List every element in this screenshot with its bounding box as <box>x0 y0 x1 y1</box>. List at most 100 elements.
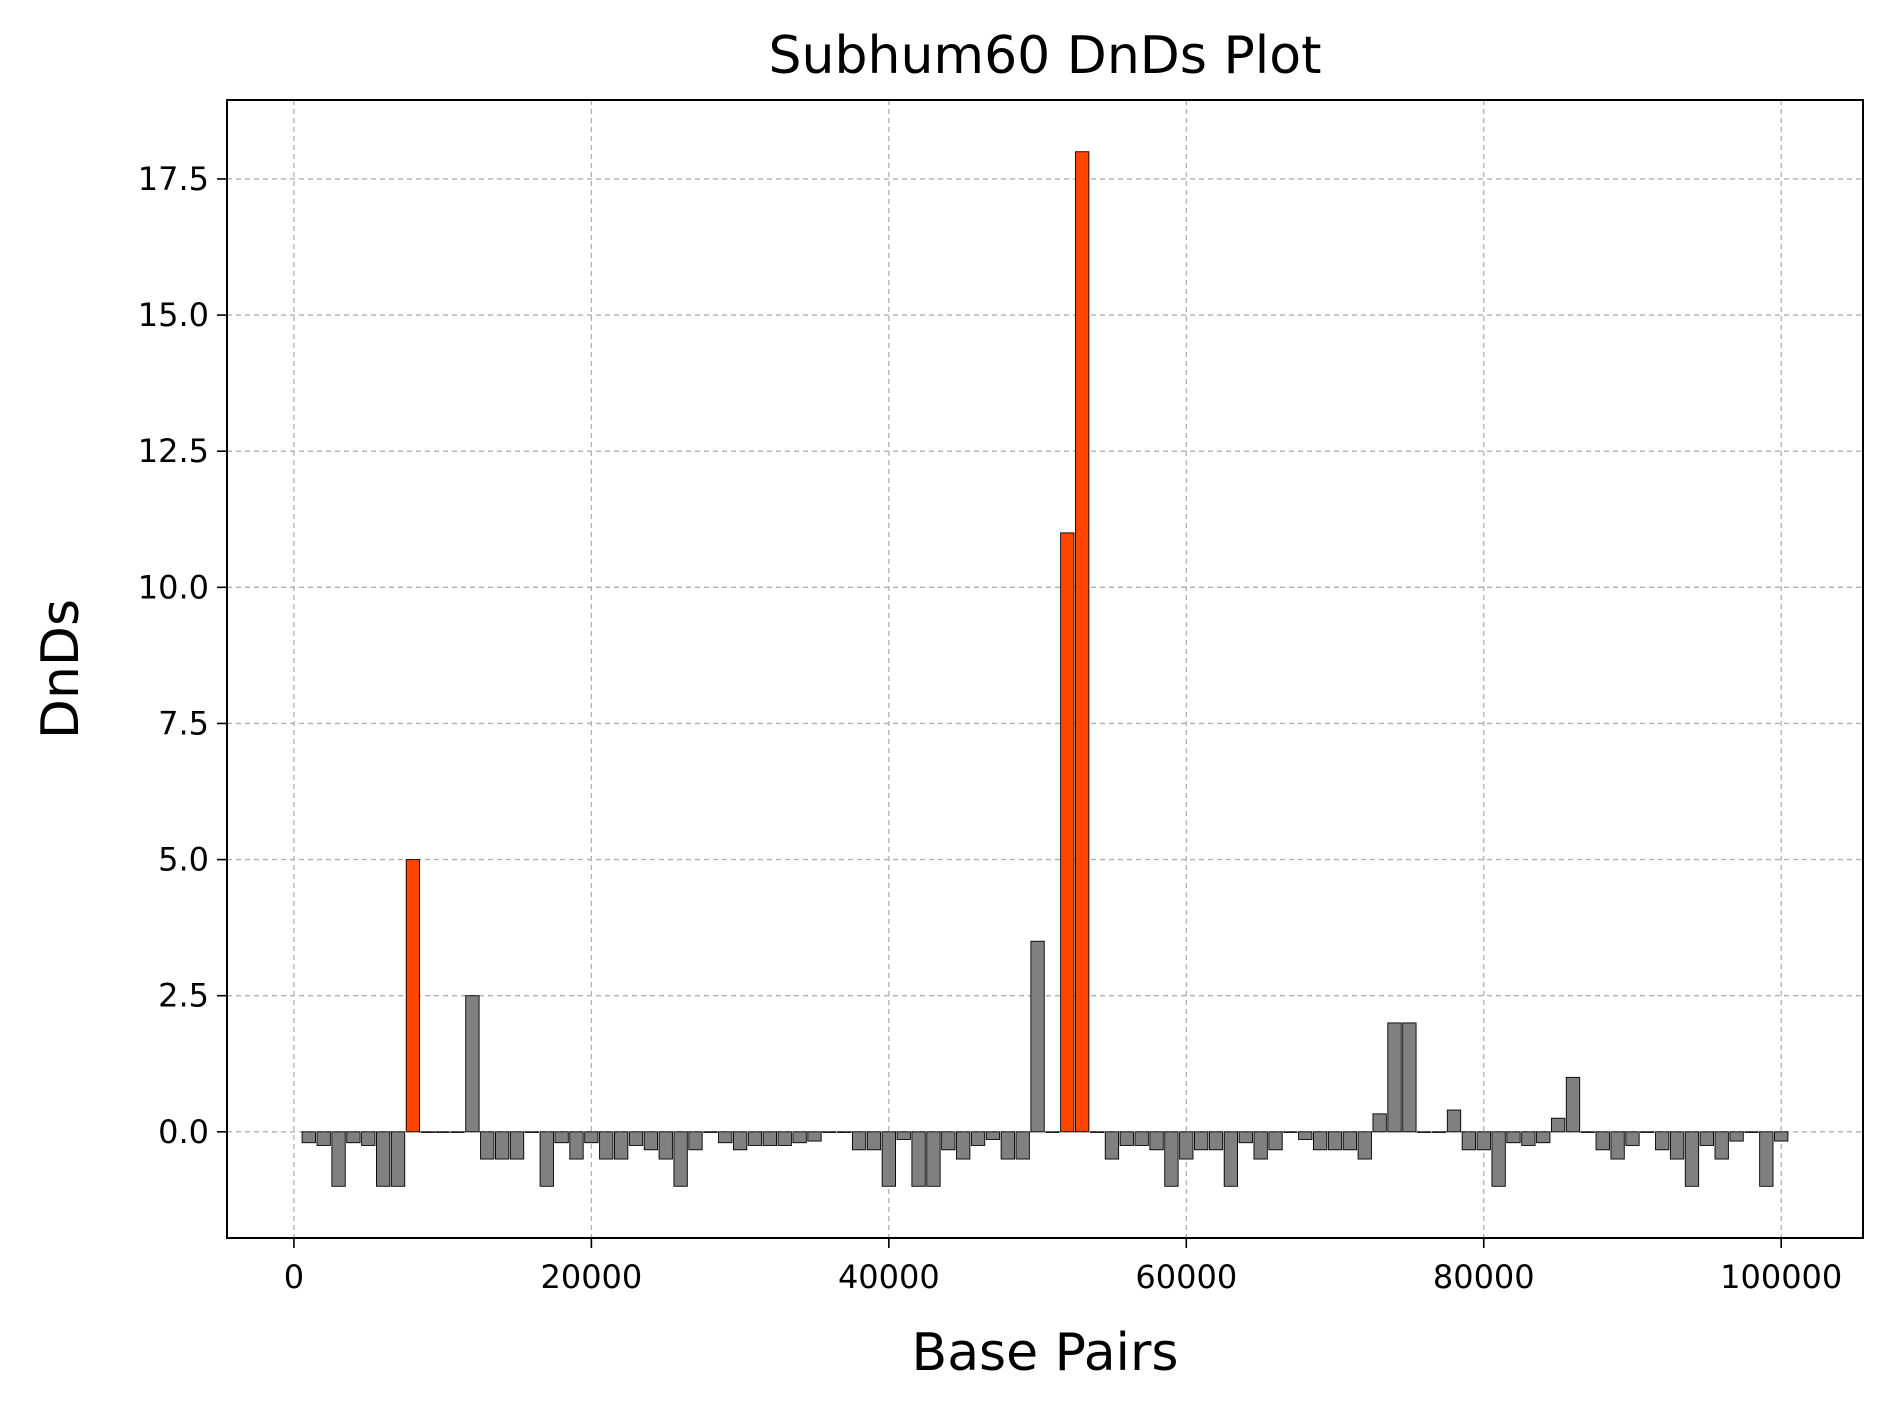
bar-2000 <box>316 1131 331 1146</box>
bar-1000 <box>301 1131 316 1144</box>
bar-98000 <box>1744 1131 1759 1133</box>
bars <box>301 151 1789 1187</box>
bar-72000 <box>1357 1131 1372 1160</box>
bar-68000 <box>1298 1131 1313 1140</box>
bar-53000 <box>1075 151 1090 1133</box>
x-axis-label: Base Pairs <box>912 1323 1179 1383</box>
bar-42000 <box>911 1131 926 1187</box>
y-tick-label: 5.0 <box>158 841 209 879</box>
bar-29000 <box>718 1131 733 1144</box>
bar-40000 <box>881 1131 896 1187</box>
bar-100000 <box>1774 1131 1789 1142</box>
bar-12000 <box>465 995 480 1133</box>
bar-9000 <box>420 1131 435 1133</box>
bar-99000 <box>1759 1131 1774 1187</box>
bar-34000 <box>792 1131 807 1144</box>
bar-67000 <box>1283 1131 1298 1133</box>
bar-89000 <box>1610 1131 1625 1160</box>
x-axis-ticks: 0 20000 40000 60000 80000 100000 <box>284 1238 1842 1296</box>
bar-76000 <box>1417 1131 1432 1133</box>
bar-13000 <box>480 1131 495 1160</box>
bar-4000 <box>346 1131 361 1144</box>
x-tick-label: 20000 <box>540 1258 642 1296</box>
bar-20000 <box>584 1131 599 1144</box>
bar-65000 <box>1253 1131 1268 1160</box>
bar-80000 <box>1476 1131 1491 1151</box>
bar-3000 <box>331 1131 346 1187</box>
x-tick-label: 100000 <box>1720 1258 1842 1296</box>
bar-18000 <box>554 1131 569 1144</box>
bar-43000 <box>926 1131 941 1187</box>
bar-97000 <box>1729 1131 1744 1142</box>
bar-78000 <box>1446 1109 1462 1133</box>
bar-39000 <box>866 1131 882 1151</box>
bar-54000 <box>1089 1131 1105 1133</box>
bar-71000 <box>1342 1131 1358 1151</box>
y-tick-label: 15.0 <box>138 296 209 334</box>
bar-75000 <box>1402 1022 1417 1133</box>
bar-41000 <box>896 1131 911 1140</box>
bar-23000 <box>628 1131 644 1146</box>
x-tick-label: 80000 <box>1433 1258 1535 1296</box>
bar-50000 <box>1030 940 1045 1133</box>
plot-frame <box>226 99 1864 1239</box>
bar-85000 <box>1550 1117 1566 1133</box>
bar-36000 <box>822 1131 837 1133</box>
bar-5000 <box>361 1131 376 1146</box>
bar-86000 <box>1565 1076 1581 1133</box>
bar-6000 <box>376 1131 391 1187</box>
bar-56000 <box>1119 1131 1134 1146</box>
x-tick-label: 40000 <box>838 1258 940 1296</box>
bar-37000 <box>837 1131 852 1133</box>
bar-73000 <box>1372 1113 1387 1133</box>
bar-63000 <box>1223 1131 1239 1187</box>
bar-45000 <box>956 1131 971 1160</box>
bar-25000 <box>658 1131 673 1160</box>
bar-96000 <box>1714 1131 1729 1160</box>
bar-21000 <box>599 1131 614 1160</box>
bar-93000 <box>1669 1131 1685 1160</box>
bar-7000 <box>390 1131 406 1187</box>
bar-38000 <box>851 1131 867 1151</box>
bar-94000 <box>1684 1131 1700 1187</box>
bar-15000 <box>509 1131 525 1160</box>
bar-48000 <box>1000 1131 1015 1160</box>
y-tick-label: 2.5 <box>158 977 209 1015</box>
x-tick-label: 60000 <box>1135 1258 1237 1296</box>
bar-51000 <box>1045 1131 1060 1133</box>
bar-91000 <box>1640 1131 1655 1133</box>
bar-33000 <box>777 1131 792 1146</box>
bar-46000 <box>970 1131 986 1146</box>
y-axis-label: DnDs <box>31 599 91 739</box>
bar-57000 <box>1134 1131 1149 1146</box>
bar-47000 <box>985 1131 1001 1140</box>
bar-84000 <box>1536 1131 1551 1144</box>
bar-79000 <box>1461 1131 1477 1151</box>
y-tick-label: 0.0 <box>158 1113 209 1151</box>
bar-58000 <box>1149 1131 1164 1151</box>
bar-19000 <box>569 1131 584 1160</box>
bar-11000 <box>450 1131 465 1133</box>
bar-52000 <box>1060 532 1075 1133</box>
bar-64000 <box>1238 1131 1253 1144</box>
bar-66000 <box>1268 1131 1283 1151</box>
bar-70000 <box>1327 1131 1343 1151</box>
bar-95000 <box>1699 1131 1714 1146</box>
bar-61000 <box>1194 1131 1209 1151</box>
x-tick-label: 0 <box>284 1258 304 1296</box>
y-axis-ticks: 0.0 2.5 5.0 7.5 10.0 12.5 15.0 17.5 <box>138 160 227 1151</box>
bar-92000 <box>1655 1131 1670 1151</box>
bar-14000 <box>495 1131 510 1160</box>
bar-62000 <box>1208 1131 1224 1151</box>
bar-26000 <box>673 1131 688 1187</box>
y-tick-label: 12.5 <box>138 432 209 470</box>
bar-22000 <box>613 1131 629 1160</box>
bar-24000 <box>643 1131 659 1151</box>
bar-8000 <box>405 859 421 1133</box>
bar-59000 <box>1164 1131 1179 1187</box>
bar-83000 <box>1521 1131 1536 1146</box>
bar-82000 <box>1506 1131 1521 1144</box>
y-tick-label: 17.5 <box>138 160 209 198</box>
bar-74000 <box>1387 1022 1402 1133</box>
